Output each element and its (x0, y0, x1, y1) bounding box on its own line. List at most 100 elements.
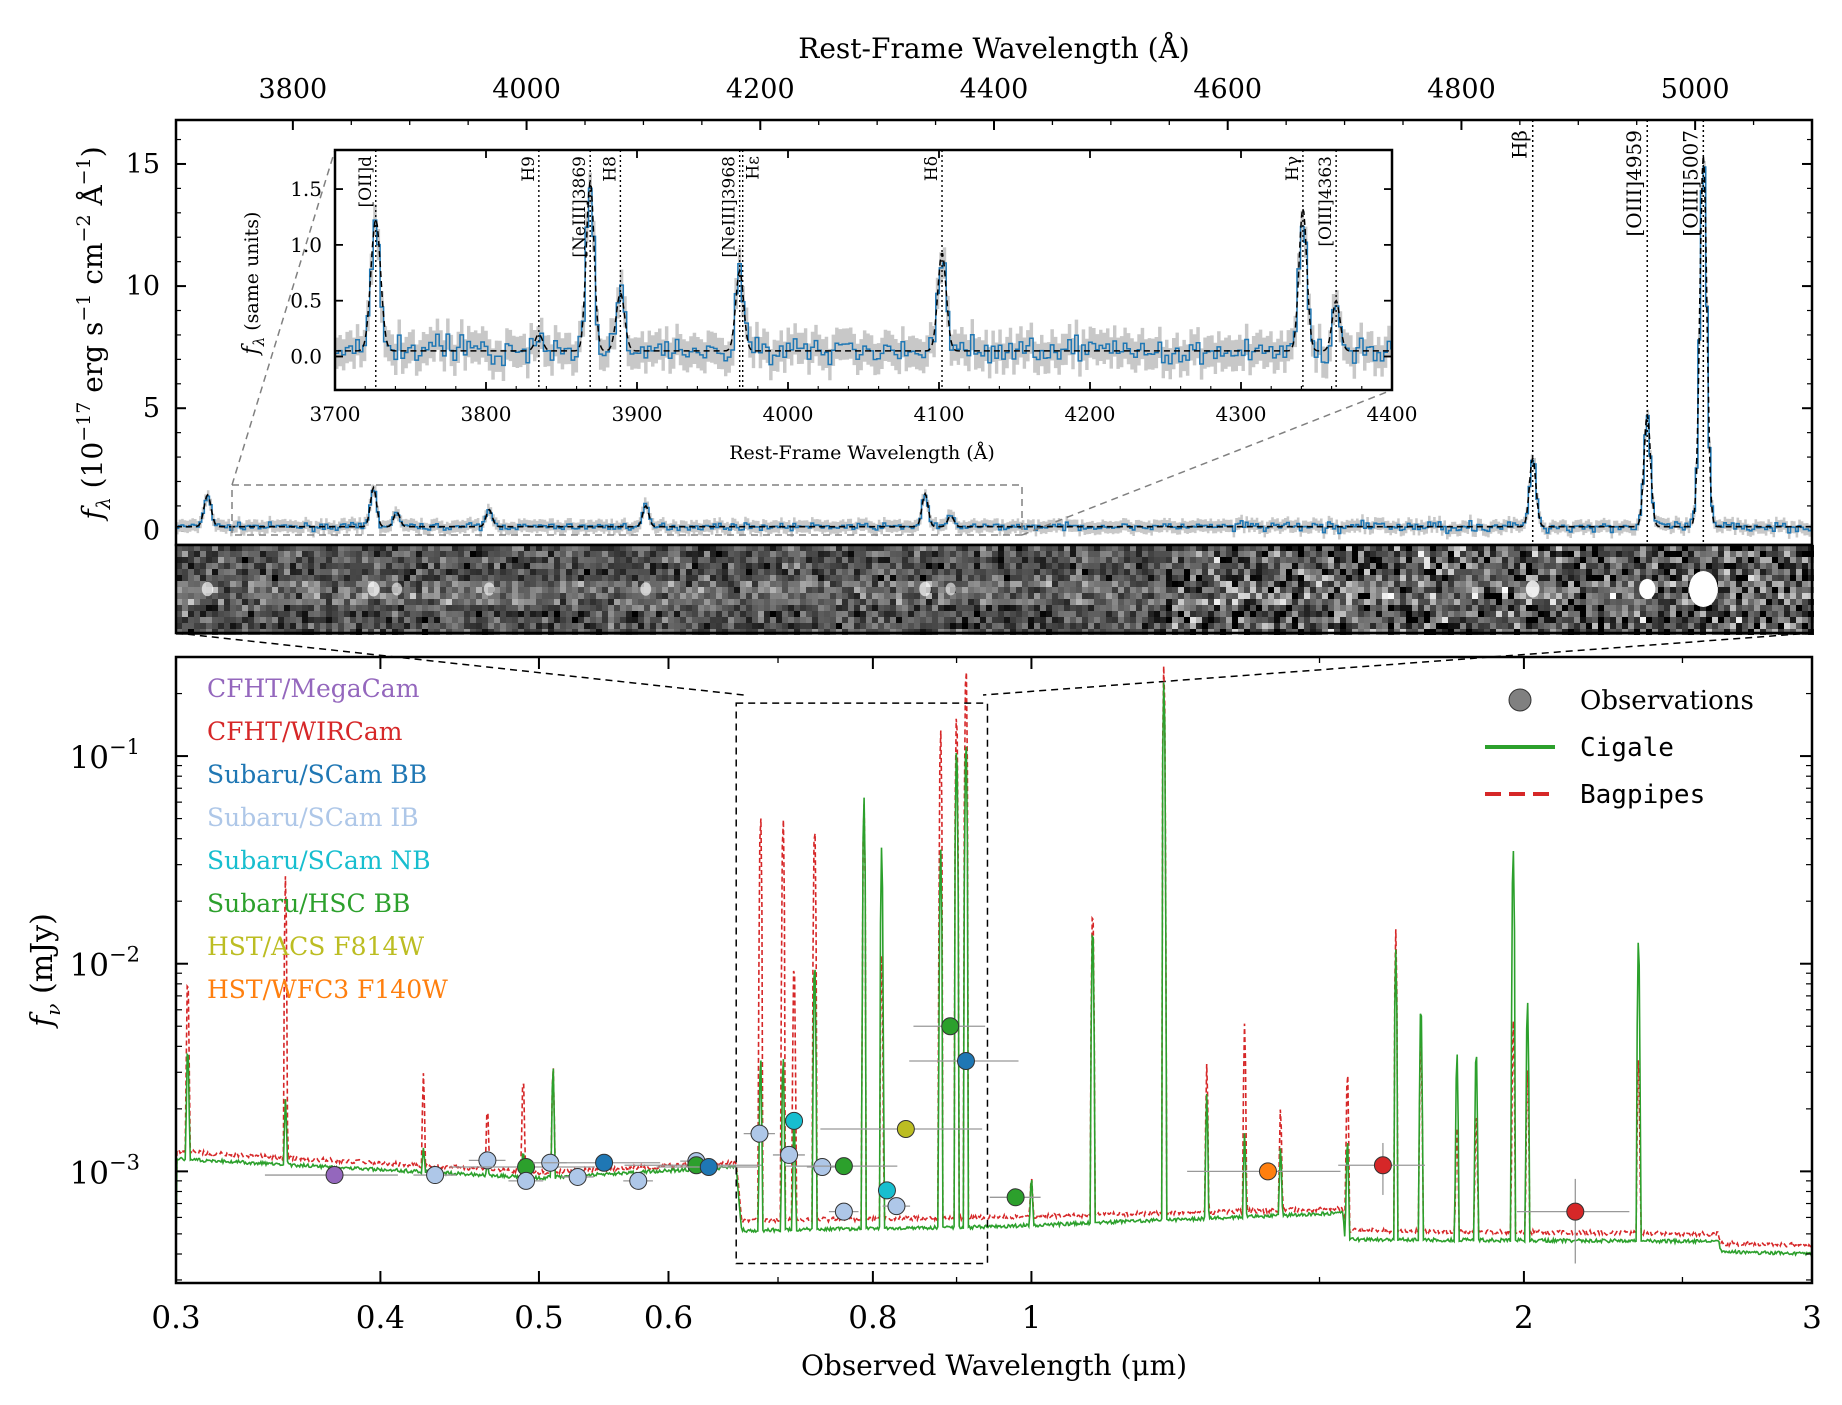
inset-line-label: [NeIII]3869 (570, 156, 590, 258)
instrument-legend-entry: HST/WFC3 F140W (207, 975, 448, 1004)
sed-x-tick-label: 0.3 (151, 1300, 200, 1336)
observation-point (1516, 1178, 1630, 1264)
observation-marker (1006, 1188, 1025, 1207)
instrument-legend: CFHT/MegaCam CFHT/WIRCam Subaru/SCam BB Sub… (207, 674, 448, 1004)
observation-marker (517, 1171, 536, 1190)
legend-label: Cigale (1580, 733, 1674, 763)
spectrum-line-labels: Hβ [OIII]4959 [OIII]5007 (1508, 130, 1703, 237)
inset-error-band (335, 172, 1392, 381)
sed-x-tick-label: 0.6 (644, 1300, 693, 1336)
top-tick-label: 4400 (960, 74, 1029, 105)
observation-marker (1566, 1202, 1585, 1221)
spectrum-line-label: [OIII]5007 (1678, 130, 1702, 237)
strip-connector-right (982, 632, 1813, 696)
inset-line-label: H9 (519, 156, 539, 182)
observation-point (508, 1171, 544, 1190)
observation-marker (325, 1166, 344, 1185)
inset-x-tick-label: 4300 (1216, 402, 1267, 426)
inset-line-label: Hε (744, 156, 764, 180)
observation-marker (699, 1157, 718, 1176)
spectrum-line-markers (1531, 120, 1705, 545)
cigale-model-curve (176, 682, 1812, 1257)
inset-x-tick-label: 3700 (310, 402, 361, 426)
observation-point (449, 1157, 595, 1176)
sed-x-tick-label: 3 (1802, 1300, 1822, 1336)
inset-x-tick-label: 4400 (1367, 402, 1418, 426)
inset-x-tick-label: 4200 (1065, 402, 1116, 426)
inset-model-line (335, 181, 1391, 352)
observation-marker (834, 1202, 853, 1221)
strip-emission-blob (367, 581, 380, 597)
observation-marker (956, 1052, 975, 1071)
inset-spectrum-series (335, 172, 1392, 381)
strip-emission-blob (945, 582, 956, 596)
inset-y-axis-label: fλ (same units) (239, 212, 268, 357)
observation-point (820, 1119, 983, 1138)
top-y-tick-label: 10 (126, 271, 160, 302)
observation-point (877, 1181, 896, 1200)
observation-marker (426, 1166, 445, 1185)
observation-marker (941, 1017, 960, 1036)
observation-marker (750, 1124, 769, 1143)
inset-x-axis-title: Rest-Frame Wavelength (Å) (729, 442, 995, 464)
instrument-legend-entry: HST/ACS F814W (207, 932, 424, 961)
inset-tick-labels: 3700 3800 3900 4000 4100 4200 4300 4400 0.0 0.5 1.… (290, 150, 1417, 426)
observation-marker (629, 1171, 648, 1190)
strip-emission-blob (919, 581, 931, 597)
inset-line-label: [OII]d (356, 156, 376, 208)
legend-marker-symbol (1508, 688, 1532, 712)
sed-y-tick-label: 10−2 (70, 943, 140, 984)
strip-emission-blob (1525, 580, 1540, 598)
instrument-legend-entry: Subaru/SCam IB (207, 803, 419, 832)
observation-point (561, 1167, 594, 1186)
top-tick-label: 4800 (1427, 74, 1496, 105)
observation-point (1338, 1142, 1425, 1195)
sed-model-curves (176, 666, 1812, 1257)
inset-y-tick-label: 0.5 (290, 289, 322, 313)
strip-emission-blob (201, 581, 214, 597)
strip-emission-blob (1639, 578, 1656, 600)
observation-point (786, 1157, 898, 1176)
strip-emission-blob (640, 582, 652, 596)
observation-marker (595, 1153, 614, 1172)
model-legend: Observations Cigale Bagpipes (1485, 686, 1754, 810)
top-axis-title: Rest-Frame Wavelength (Å) (798, 32, 1189, 65)
observation-marker (568, 1167, 587, 1186)
observation-point (806, 1157, 838, 1176)
observation-point (785, 1111, 804, 1130)
observation-marker (813, 1157, 832, 1176)
sed-x-tick-label: 2 (1514, 1300, 1534, 1336)
observation-point (468, 1151, 506, 1170)
inset-y-tick-label: 0.0 (290, 345, 322, 369)
observation-point (772, 1145, 805, 1164)
observation-marker (478, 1151, 497, 1170)
observation-marker (780, 1145, 799, 1164)
top-tick-label: 4200 (726, 74, 795, 105)
observation-point (909, 1052, 1019, 1071)
observation-marker (896, 1119, 915, 1138)
inset-y-tick-label: 1.0 (290, 233, 322, 257)
spectrum-2d-image (174, 543, 1814, 635)
inset-x-tick-label: 3800 (461, 402, 512, 426)
sed-panel: 0.3 0.4 0.5 0.6 0.8 1 2 3 10−3 10−2 10−1 CFHT/Mega… (25, 655, 1822, 1382)
observation-marker (1258, 1162, 1277, 1181)
sed-y-axis-label: fν (mJy) (25, 913, 65, 1029)
inset-frame (333, 148, 1394, 392)
instrument-legend-entry: Subaru/SCam BB (207, 760, 427, 789)
top-tick-label: 3800 (258, 74, 327, 105)
spectrum-series (176, 155, 1812, 540)
observation-point (882, 1197, 911, 1216)
observation-point (828, 1202, 859, 1221)
instrument-legend-entry: Subaru/HSC BB (207, 889, 410, 918)
bagpipes-model-curve (176, 666, 1812, 1250)
sed-tick-labels: 0.3 0.4 0.5 0.6 0.8 1 2 3 10−3 10−2 10−1 (70, 657, 1822, 1336)
observation-point (743, 1124, 775, 1143)
sed-x-tick-label: 1 (1022, 1300, 1042, 1336)
spectrum-line-label: Hβ (1508, 130, 1532, 159)
spectrum-line-label: [OIII]4959 (1622, 130, 1646, 237)
inset-x-tick-label: 3900 (612, 402, 663, 426)
sed-x-tick-label: 0.8 (848, 1300, 897, 1336)
observation-marker (887, 1197, 906, 1216)
top-tick-label: 4000 (492, 74, 561, 105)
inset-line-label: Hδ (922, 156, 942, 181)
